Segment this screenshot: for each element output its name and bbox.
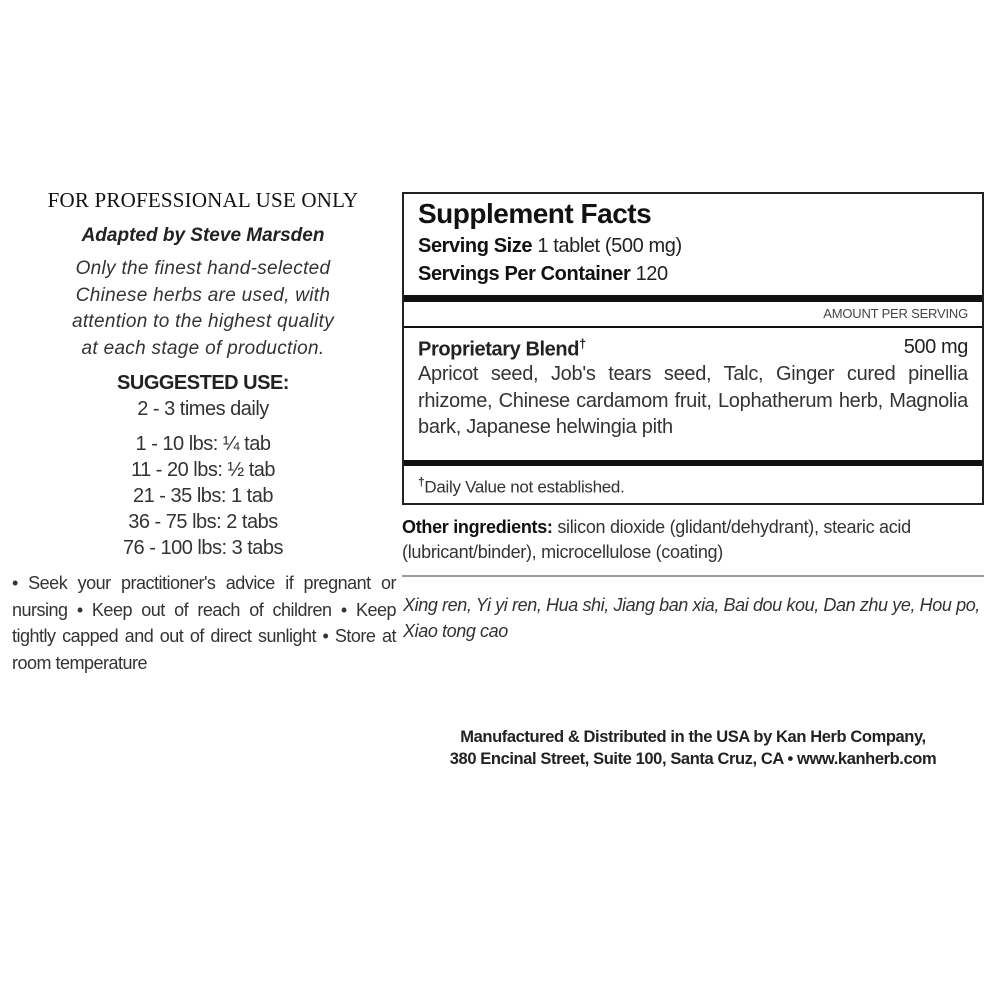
serving-size: Serving Size 1 tablet (500 mg) [418, 235, 682, 258]
warnings: • Seek your practitioner's advice if pre… [12, 573, 397, 673]
dagger-mark: † [579, 336, 586, 351]
daily-value-note: †Daily Value not established. [418, 475, 625, 498]
thick-divider [404, 460, 982, 466]
description-line: Chinese herbs are used, with [75, 284, 331, 306]
blend-label: Proprietary Blend [418, 338, 580, 361]
blend-ingredients: Apricot seed, Job's tears seed, Talc, Gi… [418, 363, 968, 438]
blend-amount: 500 mg [903, 336, 969, 358]
other-ingredients: Other ingredients: silicon dioxide (glid… [402, 515, 984, 564]
description-line: Only the finest hand-selected [75, 258, 331, 279]
supplement-facts-panel: Supplement Facts Serving Size 1 tablet (… [402, 192, 984, 505]
frequency: 2 - 3 times daily [137, 398, 269, 420]
professional-use-header: FOR PROFESSIONAL USE ONLY [47, 188, 359, 212]
servings-value: 120 [635, 263, 669, 285]
dosage-item: 76 - 100 lbs: 3 tabs [122, 537, 284, 559]
facts-title: Supplement Facts [418, 198, 652, 229]
thin-divider [404, 326, 982, 328]
amount-per-serving-header: AMOUNT PER SERVING [823, 306, 968, 321]
manufacturer-info: Manufactured & Distributed in the USA by… [402, 726, 984, 770]
dosage-list: 1 - 10 lbs: ¼ tab 11 - 20 lbs: ½ tab 21 … [8, 431, 398, 561]
other-ingredients-label: Other ingredients: [402, 517, 553, 537]
dosage-item: 21 - 35 lbs: 1 tab [133, 485, 273, 507]
proprietary-blend-row: Proprietary Blend† 500 mg [418, 336, 968, 362]
manufacturer-line: Manufactured & Distributed in the USA by… [460, 728, 926, 746]
dosage-item: 1 - 10 lbs: ¼ tab [135, 433, 271, 455]
serving-size-label: Serving Size [418, 235, 533, 257]
dv-note-text: Daily Value not established. [424, 477, 625, 497]
serving-size-value: 1 tablet (500 mg) [537, 235, 682, 257]
suggested-use-title: SUGGESTED USE: [117, 372, 289, 394]
manufacturer-address: 380 Encinal Street, Suite 100, Santa Cru… [449, 750, 937, 768]
dosage-item: 11 - 20 lbs: ½ tab [130, 459, 276, 481]
servings-label: Servings Per Container [418, 263, 631, 285]
thick-divider [404, 295, 982, 302]
adapted-by: Adapted by Steve Marsden [81, 225, 325, 246]
description-line: at each stage of production. [81, 337, 325, 359]
dagger-mark: † [418, 475, 425, 489]
divider [402, 575, 984, 577]
pinyin-names: Xing ren, Yi yi ren, Hua shi, Jiang ban … [403, 595, 980, 641]
other-ingredients-text: silicon dioxide (glidant/dehydrant), ste… [402, 517, 911, 562]
description-line: attention to the highest quality [71, 311, 335, 332]
servings-per-container: Servings Per Container 120 [418, 263, 668, 286]
dosage-item: 36 - 75 lbs: 2 tabs [128, 511, 278, 533]
quality-description: Only the finest hand-selected Chinese he… [8, 256, 398, 362]
